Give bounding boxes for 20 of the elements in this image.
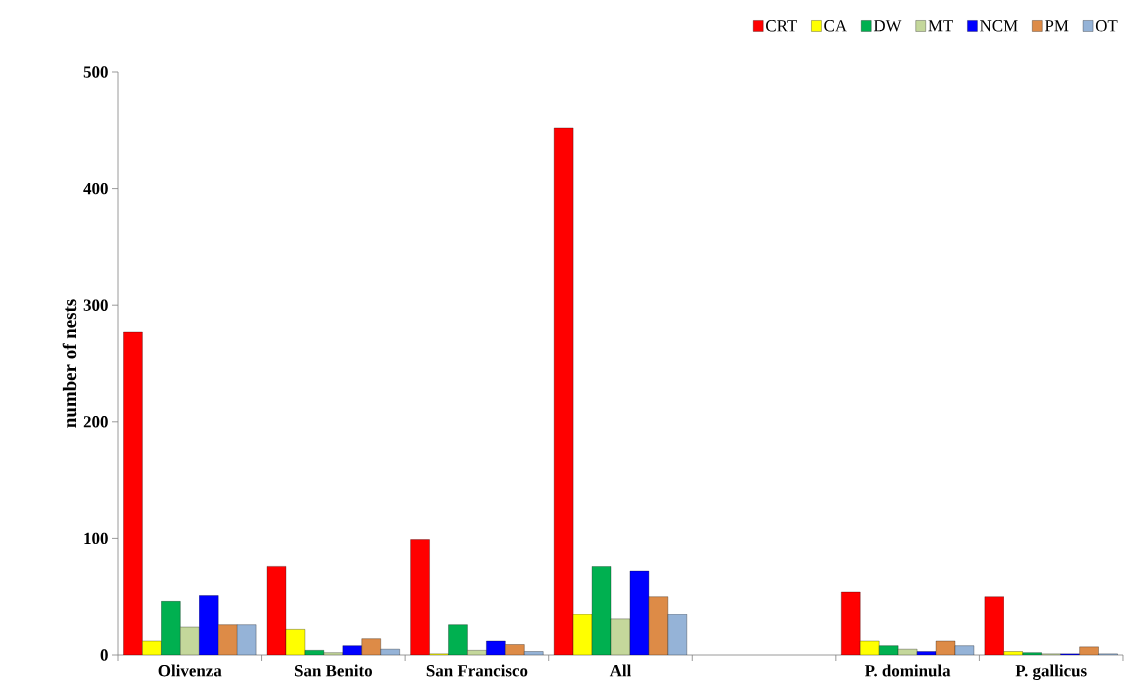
legend-label: DW (873, 20, 902, 32)
legend-label: CA (824, 20, 847, 32)
y-tick-label: 500 (83, 66, 108, 78)
legend-label: OT (1095, 20, 1118, 32)
y-axis-title: number of nests (62, 299, 77, 428)
x-tick-label: P. dominula (864, 664, 951, 677)
x-tick-label: Olivenza (158, 664, 222, 677)
y-tick-label: 200 (83, 416, 108, 428)
x-tick-label: San Francisco (426, 664, 528, 677)
y-tick-label: 400 (83, 182, 108, 195)
legend-label: NCM (980, 20, 1018, 32)
legend-label: MT (928, 20, 954, 32)
x-tick-label: P. gallicus (1015, 664, 1087, 681)
x-tick-label: All (609, 664, 632, 677)
y-tick-label: 0 (100, 649, 108, 661)
y-tick-label: 100 (84, 532, 108, 545)
legend-label: PM (1044, 20, 1069, 32)
x-tick-label: San Benito (294, 664, 372, 677)
y-tick-label: 300 (83, 299, 108, 311)
legend-label: CRT (766, 20, 797, 32)
